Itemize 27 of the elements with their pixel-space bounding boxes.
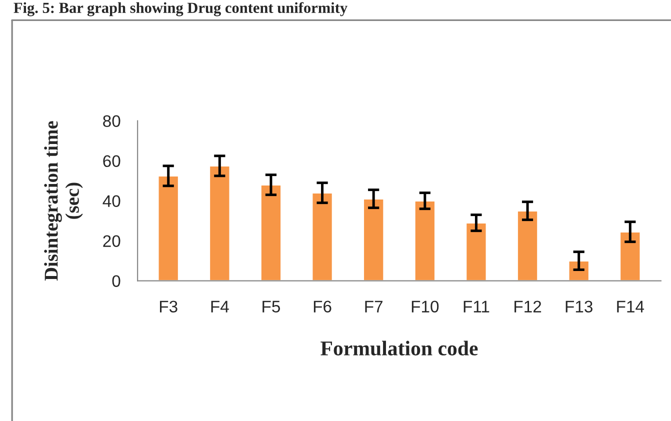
x-tick-label: F7 — [365, 300, 382, 312]
bar — [414, 200, 436, 281]
y-tick-label: 0 — [112, 275, 120, 288]
bar — [516, 210, 538, 281]
x-tick-label: F14 — [617, 300, 644, 312]
x-tick-label: F4 — [211, 300, 229, 312]
y-axis-title: Disintegration time (sec) — [44, 121, 83, 281]
bar — [311, 192, 334, 281]
y-tick-label: 60 — [103, 155, 120, 168]
x-tick-label: F3 — [160, 300, 178, 312]
x-tick-label: F10 — [412, 300, 439, 312]
bar — [619, 231, 642, 281]
chart-title: Fig. 5: Bar graph showing Drug content uniformity — [14, 2, 348, 16]
y-tick-label: 40 — [102, 195, 120, 208]
x-tick-label: F12 — [514, 300, 542, 312]
bar — [260, 184, 282, 281]
y-tick-label: 20 — [103, 235, 120, 248]
bar — [362, 198, 385, 281]
y-tick-label: 80 — [103, 115, 120, 128]
x-tick-label: F6 — [314, 300, 332, 312]
x-tick-label: F11 — [464, 300, 490, 312]
bar — [208, 165, 231, 281]
x-axis-title: Formulation code — [320, 340, 478, 356]
bar — [465, 222, 488, 281]
x-tick-label: F13 — [566, 300, 592, 312]
bar — [157, 175, 180, 281]
x-tick-label: F5 — [262, 300, 280, 312]
